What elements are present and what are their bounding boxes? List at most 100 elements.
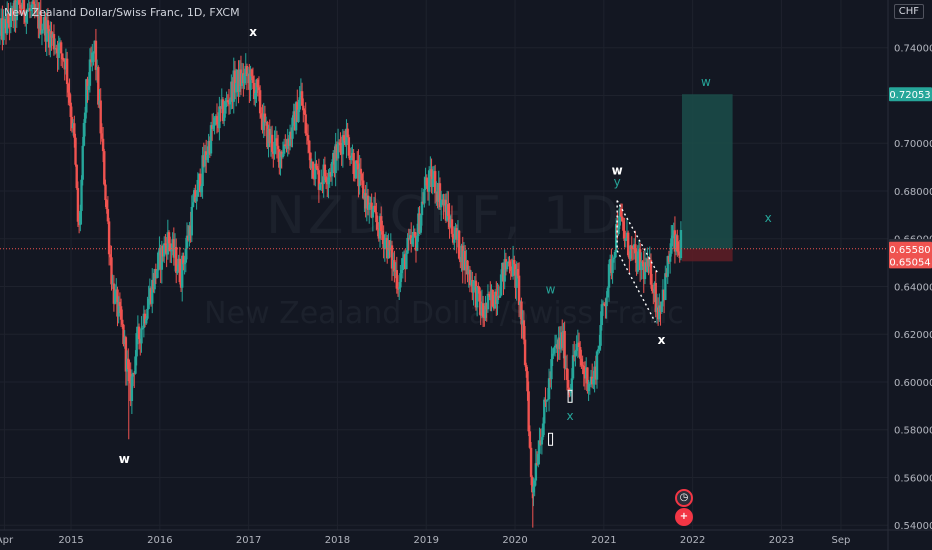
wave-label[interactable]: x [658,333,666,347]
candle-body [32,1,35,4]
marker-rect [567,389,573,403]
candle-body [68,92,71,103]
target-zone[interactable] [681,94,733,249]
candle-body [358,168,361,187]
candle-body [284,144,287,146]
alert-clock-button[interactable]: ◷ [675,489,693,507]
wave-label[interactable]: y [614,175,621,189]
candle-body [65,58,69,85]
channel-line[interactable] [616,250,656,323]
candle-body [334,144,337,174]
y-tick-label: 0.70000 [894,139,932,150]
candle-body [181,255,184,288]
candle-body [318,184,322,190]
candle-body [178,258,182,283]
candle-body [586,367,589,392]
candles [0,0,683,528]
wave-label[interactable]: x [249,25,257,39]
candle-body [381,231,384,235]
candle-body [314,163,317,180]
candle-body [88,59,92,86]
wave-label[interactable]: x [765,211,772,225]
x-tick-label: 2015 [58,535,83,546]
candle-body [606,287,609,298]
wave-label[interactable]: x [567,409,574,423]
candle-body [105,200,108,210]
add-order-button[interactable]: + [675,508,693,526]
candle-body [17,0,21,5]
candle-body [121,319,124,325]
candle-body [141,327,144,329]
candle-body [538,440,541,454]
symbol-title[interactable]: New Zealand Dollar/Swiss Franc, 1D, FXCM [4,6,240,19]
candle-body [623,230,626,241]
candle-body [640,261,643,271]
candle-body [306,135,310,141]
candle-body [110,257,113,285]
candle-body [316,168,319,171]
candle-body [383,239,387,249]
candle-body [257,87,261,91]
candle-body [163,243,166,257]
candle-body [472,281,475,293]
price-badge-label: 0.65054 [889,257,930,268]
price-badge-label: 0.72053 [889,90,930,101]
candle-body [425,177,428,186]
candle-body [532,486,535,493]
candle-body [630,245,633,249]
candle-body [676,235,679,252]
candle-body [258,90,262,114]
candle-body [195,196,198,202]
candle-body [176,271,179,273]
candle-body [352,152,355,175]
candle-body [91,52,94,63]
time-axis-panel[interactable] [0,530,932,550]
stop-zone[interactable] [681,248,733,262]
candle-body [80,179,83,211]
channel-line[interactable] [616,200,658,273]
candle-body [234,83,238,93]
candle-body [587,384,590,392]
price-badge[interactable] [889,87,932,102]
candle-body [309,152,312,169]
price-badge[interactable] [889,241,932,256]
candle-body [550,359,553,380]
candle-body [362,180,365,199]
candle-body [598,345,601,350]
candle-body [191,202,195,207]
candle-body [654,282,657,313]
candle-body [531,476,534,493]
candle-body [40,30,44,34]
candle-body [477,285,480,288]
candle-body [540,437,544,445]
candle-body [618,208,621,226]
wave-label[interactable]: w [701,75,711,89]
candle-body [658,305,661,320]
candle-body [22,0,26,15]
price-axis-panel[interactable] [888,0,932,550]
wave-label[interactable]: w [546,283,556,297]
currency-badge[interactable]: CHF [893,4,924,19]
candle-body [399,273,402,288]
candle-body [39,10,42,34]
candle-body [668,253,672,262]
candle-body [70,116,74,129]
candle-body [83,112,87,123]
candle-body [671,235,674,239]
grid [0,0,888,530]
x-tick-label: 2019 [414,535,439,546]
candle-body [61,53,64,60]
wave-label[interactable]: w [119,452,130,466]
price-badge[interactable] [889,254,932,269]
candle-body [413,231,416,236]
candle-body [649,259,653,285]
candle-body [263,113,267,123]
candle-body [279,151,282,168]
candle-body [450,219,454,234]
candle-body [282,144,286,154]
candle-body [249,69,252,90]
candle-body [595,351,599,380]
wave-label[interactable]: w [612,163,623,177]
